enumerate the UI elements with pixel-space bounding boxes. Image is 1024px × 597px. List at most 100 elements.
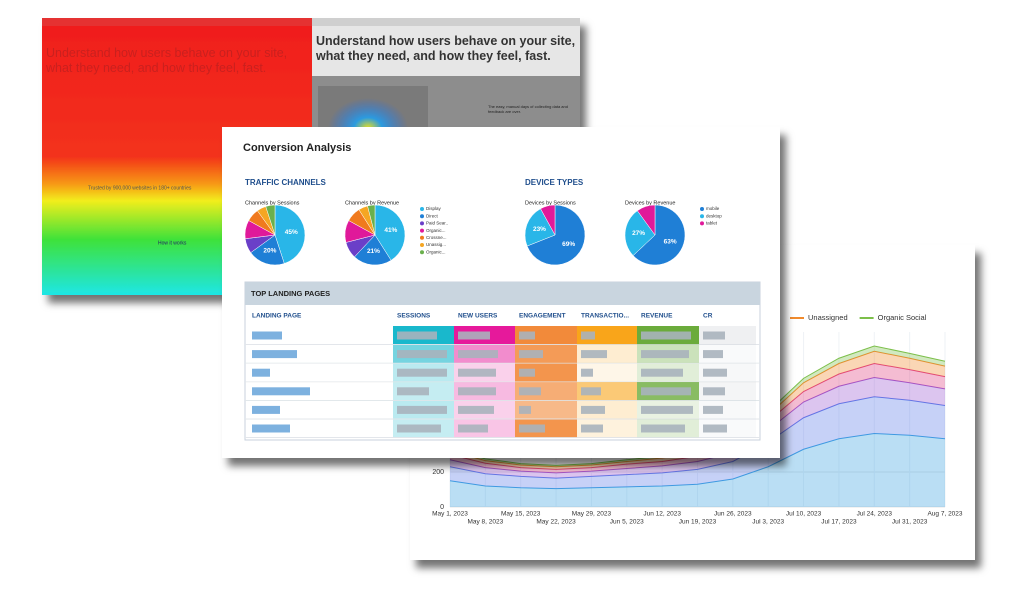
table-cell: [577, 400, 637, 419]
legend-label: Unassig...: [426, 242, 446, 247]
cell-placeholder: [397, 405, 447, 414]
pie-slice: [367, 204, 376, 236]
table-cell: [515, 326, 577, 345]
table-cell: [577, 381, 637, 401]
pie-slice: [540, 204, 556, 236]
cell-placeholder: [519, 368, 535, 377]
headline-heat: Understand how users behave on your site…: [46, 46, 288, 75]
table-cell: [515, 381, 577, 401]
table-cell: [699, 419, 756, 438]
table-cell: [515, 344, 577, 364]
cta-text: How it works: [158, 240, 187, 246]
cell-placeholder: [581, 405, 605, 414]
pie-label: 69%: [562, 241, 575, 248]
pie-slice: [265, 204, 276, 236]
x-tick-label: Jul 31, 2023: [892, 519, 928, 526]
column-header: REVENUE: [641, 313, 673, 320]
legend-label: Direct: [426, 213, 439, 218]
x-tick-label: Jun 12, 2023: [643, 511, 681, 518]
table-cell: [699, 400, 756, 419]
trusted-text: Trusted by 900,000 websites in 180+ coun…: [88, 185, 192, 191]
y-tick-label: 200: [432, 469, 444, 476]
pie-label: 23%: [533, 226, 546, 233]
headline: Understand how users behave on your site…: [316, 34, 576, 63]
cell-placeholder: [252, 331, 282, 340]
subtext-wrap: The easy, manual days of collecting data…: [488, 104, 568, 114]
x-tick-label: May 1, 2023: [432, 511, 468, 518]
cell-placeholder: [458, 387, 496, 396]
pie-label: 21%: [367, 248, 380, 255]
table-cell: [699, 344, 756, 364]
cell-placeholder: [397, 387, 429, 396]
x-tick-label: Jun 26, 2023: [714, 511, 752, 518]
legend-label: Organic Social: [878, 313, 927, 322]
legend-label: Display: [426, 206, 442, 211]
area-layer: [450, 396, 945, 489]
x-tick-label: Aug 7, 2023: [927, 511, 962, 518]
column-header: TRANSACTIO...: [581, 313, 629, 320]
column-header: NEW USERS: [458, 313, 498, 320]
table-title: TOP LANDING PAGES: [251, 289, 330, 298]
legend-label: Unassigned: [808, 313, 848, 322]
table-cell: [515, 419, 577, 438]
legend-dot: [420, 207, 424, 211]
area-layer: [450, 351, 945, 470]
cell-placeholder: [703, 424, 727, 433]
table-cell: [577, 419, 637, 438]
y-tick-label: 0: [440, 504, 444, 511]
x-tick-label: May 8, 2023: [467, 519, 503, 526]
cell-placeholder: [458, 424, 488, 433]
legend-dot: [420, 221, 424, 226]
legend-label: Crossne...: [426, 235, 447, 240]
pie-slice: [637, 204, 656, 236]
table-cell: [515, 400, 577, 419]
x-tick-label: Jul 17, 2023: [821, 519, 857, 526]
cell-placeholder: [703, 331, 725, 340]
cell-placeholder: [252, 424, 290, 433]
pie-slice: [354, 234, 392, 266]
x-tick-label: Jun 19, 2023: [679, 519, 717, 526]
cell-placeholder: [641, 331, 691, 340]
cell-placeholder: [581, 424, 603, 433]
pie-title: Channels by Revenue: [345, 200, 399, 206]
pie-slice: [632, 204, 686, 266]
x-tick-label: Jun 5, 2023: [610, 519, 644, 526]
cell-placeholder: [252, 368, 270, 377]
legend-dot: [420, 250, 424, 255]
legend-dot: [700, 214, 704, 219]
area-layer: [450, 363, 945, 473]
column-header: SESSIONS: [397, 313, 431, 320]
cell-placeholder: [703, 350, 723, 359]
cell-placeholder: [252, 405, 280, 414]
cell-placeholder: [581, 350, 607, 359]
legend-dot: [420, 243, 424, 247]
legend-label: Organic...: [426, 228, 446, 233]
cell-placeholder: [458, 368, 496, 377]
table-cell: [515, 363, 577, 382]
section-title: TRAFFIC CHANNELS: [245, 178, 327, 187]
area-line: [449, 376, 946, 474]
pie-label: 20%: [263, 247, 276, 254]
x-tick-label: May 15, 2023: [501, 511, 541, 518]
cell-placeholder: [581, 368, 593, 377]
x-tick-label: Jul 3, 2023: [752, 519, 784, 526]
pie-label: 41%: [384, 227, 397, 234]
column-header: CR: [703, 313, 713, 320]
cell-placeholder: [252, 350, 297, 359]
headline-wrap: Understand how users behave on your site…: [316, 34, 576, 63]
legend-dot: [700, 207, 704, 211]
cell-placeholder: [458, 350, 498, 359]
cell-placeholder: [581, 387, 601, 396]
cell-placeholder: [397, 331, 437, 340]
cell-placeholder: [519, 424, 545, 433]
column-header: LANDING PAGE: [252, 313, 302, 320]
legend-dot: [420, 214, 424, 219]
table-cell: [699, 363, 756, 382]
table-cell: [699, 381, 756, 401]
cell-placeholder: [641, 387, 691, 396]
pie-label: 63%: [664, 238, 677, 245]
pie-slice: [524, 208, 556, 247]
table-cell: [577, 326, 637, 345]
table-header-bar: [245, 282, 760, 305]
section-title: DEVICE TYPES: [525, 178, 584, 187]
